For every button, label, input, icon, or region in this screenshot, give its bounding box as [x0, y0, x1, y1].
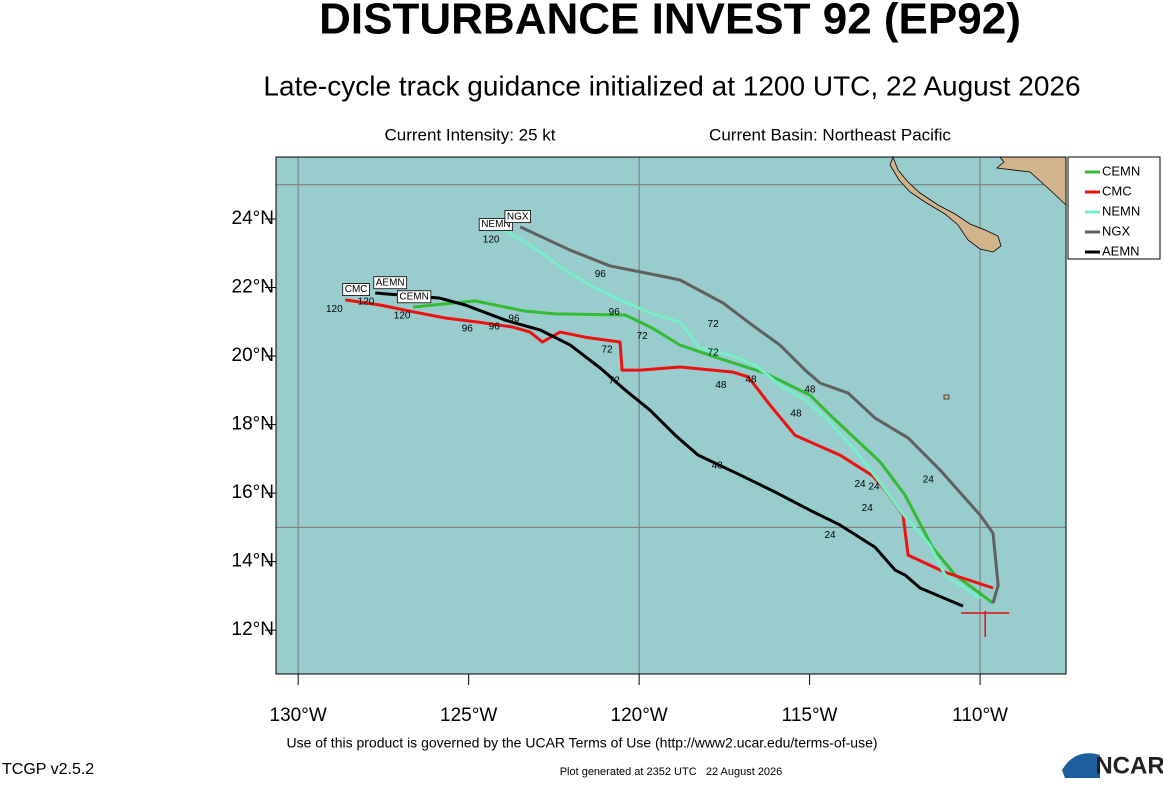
hour-label: 24	[854, 479, 866, 490]
hour-label: 24	[824, 530, 836, 541]
model-label-box	[504, 210, 531, 224]
model-label-box	[373, 276, 408, 290]
chart-subtitle: Late-cycle track guidance initialized at…	[263, 70, 1080, 101]
hour-label: 24	[923, 475, 935, 486]
model-label-box	[478, 218, 514, 231]
hour-label: 24	[862, 503, 874, 514]
model-label-box	[342, 283, 370, 296]
ncar-logo-mark	[1062, 753, 1100, 778]
ncar-logo: NCAR	[1095, 752, 1163, 779]
version-text: TCGP v2.5.2	[2, 761, 94, 778]
hour-label: 72	[708, 319, 720, 330]
map-water	[276, 157, 1066, 674]
y-tick-label: 12°N	[232, 619, 274, 640]
y-tick-label: 24°N	[232, 208, 274, 229]
land-baja	[889, 155, 1002, 253]
track-line	[375, 291, 964, 608]
y-tick-label: 18°N	[232, 414, 274, 435]
hour-label: 120	[326, 304, 343, 315]
chart-title: DISTURBANCE INVEST 92 (EP92)	[319, 0, 1021, 44]
model-label: NEMN	[481, 219, 510, 230]
model-label-box	[396, 290, 432, 304]
model-label: AEMN	[376, 277, 405, 288]
hour-label: 72	[602, 345, 614, 356]
model-label: CEMN	[399, 291, 428, 302]
x-tick-label: 130°W	[270, 705, 327, 726]
hour-label: 48	[745, 375, 757, 386]
hour-label: 48	[712, 461, 724, 472]
legend-label: NGX	[1102, 223, 1131, 238]
x-tick-label: 120°W	[611, 705, 668, 726]
model-label: NGX	[507, 211, 529, 222]
generated-text: Plot generated at 2352 UTC 22 August 202…	[560, 766, 783, 778]
basin-text: Current Basin: Northeast Pacific	[709, 125, 951, 144]
hour-label: 72	[609, 376, 621, 387]
hour-label: 120	[483, 235, 500, 246]
y-tick-label: 20°N	[232, 345, 274, 366]
x-tick-label: 110°W	[952, 705, 1008, 726]
current-position	[961, 611, 1010, 638]
hour-label: 48	[715, 380, 727, 391]
track-line	[519, 225, 1000, 604]
hour-label: 96	[462, 324, 474, 335]
hour-label: 96	[609, 307, 621, 318]
map-frame	[275, 156, 1067, 675]
y-tick-label: 16°N	[232, 482, 274, 503]
hour-label: 48	[790, 409, 802, 420]
hour-label: 96	[489, 322, 501, 333]
terms-text: Use of this product is governed by the U…	[286, 735, 877, 751]
hour-label: 96	[508, 314, 520, 325]
legend-label: NEMN	[1102, 203, 1140, 218]
hour-label: 72	[708, 348, 720, 359]
track-line	[412, 299, 994, 605]
legend-label: AEMN	[1102, 243, 1140, 258]
x-tick-label: 125°W	[440, 705, 497, 726]
hour-label: 48	[804, 385, 816, 396]
x-tick-label: 115°W	[782, 705, 838, 726]
hour-label: 96	[595, 269, 607, 280]
island	[943, 394, 950, 400]
model-label: CMC	[345, 284, 368, 295]
track-line	[499, 226, 981, 600]
intensity-text: Current Intensity: 25 kt	[384, 125, 555, 144]
legend-label: CEMN	[1102, 163, 1140, 178]
legend-label: CMC	[1102, 183, 1132, 198]
hour-label: 72	[637, 331, 649, 342]
legend-box	[1067, 156, 1161, 260]
y-tick-label: 22°N	[232, 277, 274, 298]
hour-label: 120	[394, 311, 411, 322]
y-tick-label: 14°N	[232, 551, 274, 572]
hour-label: 120	[358, 297, 375, 308]
hour-label: 24	[868, 482, 880, 493]
